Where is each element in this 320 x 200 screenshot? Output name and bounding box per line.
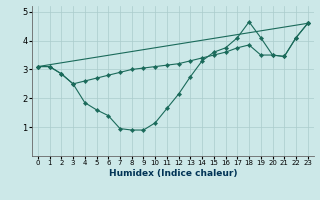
X-axis label: Humidex (Indice chaleur): Humidex (Indice chaleur): [108, 169, 237, 178]
